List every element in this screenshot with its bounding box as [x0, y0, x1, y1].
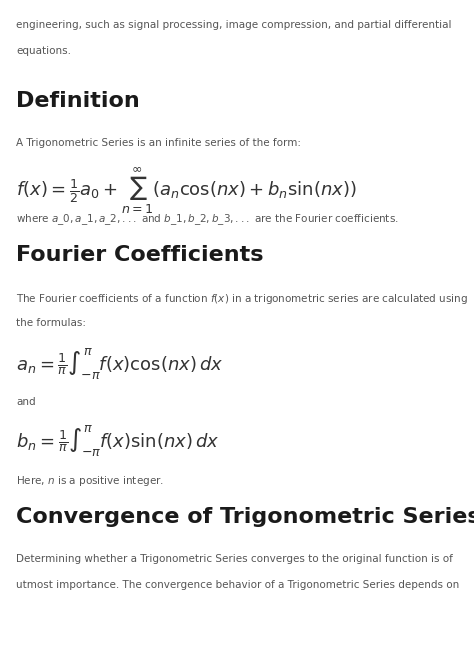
- Text: Determining whether a Trigonometric Series converges to the original function is: Determining whether a Trigonometric Seri…: [16, 554, 453, 564]
- Text: Definition: Definition: [16, 91, 140, 111]
- Text: The Fourier coefficients of a function $f(x)$ in a trigonometric series are calc: The Fourier coefficients of a function $…: [16, 292, 468, 306]
- Text: $b_n = \frac{1}{\pi} \int_{-\pi}^{\pi} f(x) \sin(nx)\,dx$: $b_n = \frac{1}{\pi} \int_{-\pi}^{\pi} f…: [16, 423, 219, 458]
- Text: Here, $n$ is a positive integer.: Here, $n$ is a positive integer.: [16, 474, 164, 488]
- Text: the formulas:: the formulas:: [16, 318, 86, 328]
- Text: equations.: equations.: [16, 46, 71, 56]
- Text: $f(x) = \frac{1}{2}a_0 + \sum_{n=1}^{\infty} (a_n \cos(nx) + b_n \sin(nx))$: $f(x) = \frac{1}{2}a_0 + \sum_{n=1}^{\in…: [16, 166, 357, 216]
- Text: where $a\_0, a\_1, a\_2, ...$ and $b\_1, b\_2, b\_3, ...$ are the Fourier coeffi: where $a\_0, a\_1, a\_2, ...$ and $b\_1,…: [16, 212, 399, 226]
- Text: engineering, such as signal processing, image compression, and partial different: engineering, such as signal processing, …: [16, 20, 452, 30]
- Text: and: and: [16, 397, 36, 407]
- Text: $a_n = \frac{1}{\pi} \int_{-\pi}^{\pi} f(x) \cos(nx)\,dx$: $a_n = \frac{1}{\pi} \int_{-\pi}^{\pi} f…: [16, 346, 224, 381]
- Text: Convergence of Trigonometric Series: Convergence of Trigonometric Series: [16, 507, 474, 527]
- Text: utmost importance. The convergence behavior of a Trigonometric Series depends on: utmost importance. The convergence behav…: [16, 580, 459, 590]
- Text: Fourier Coefficients: Fourier Coefficients: [16, 245, 264, 265]
- Text: A Trigonometric Series is an infinite series of the form:: A Trigonometric Series is an infinite se…: [16, 138, 301, 148]
